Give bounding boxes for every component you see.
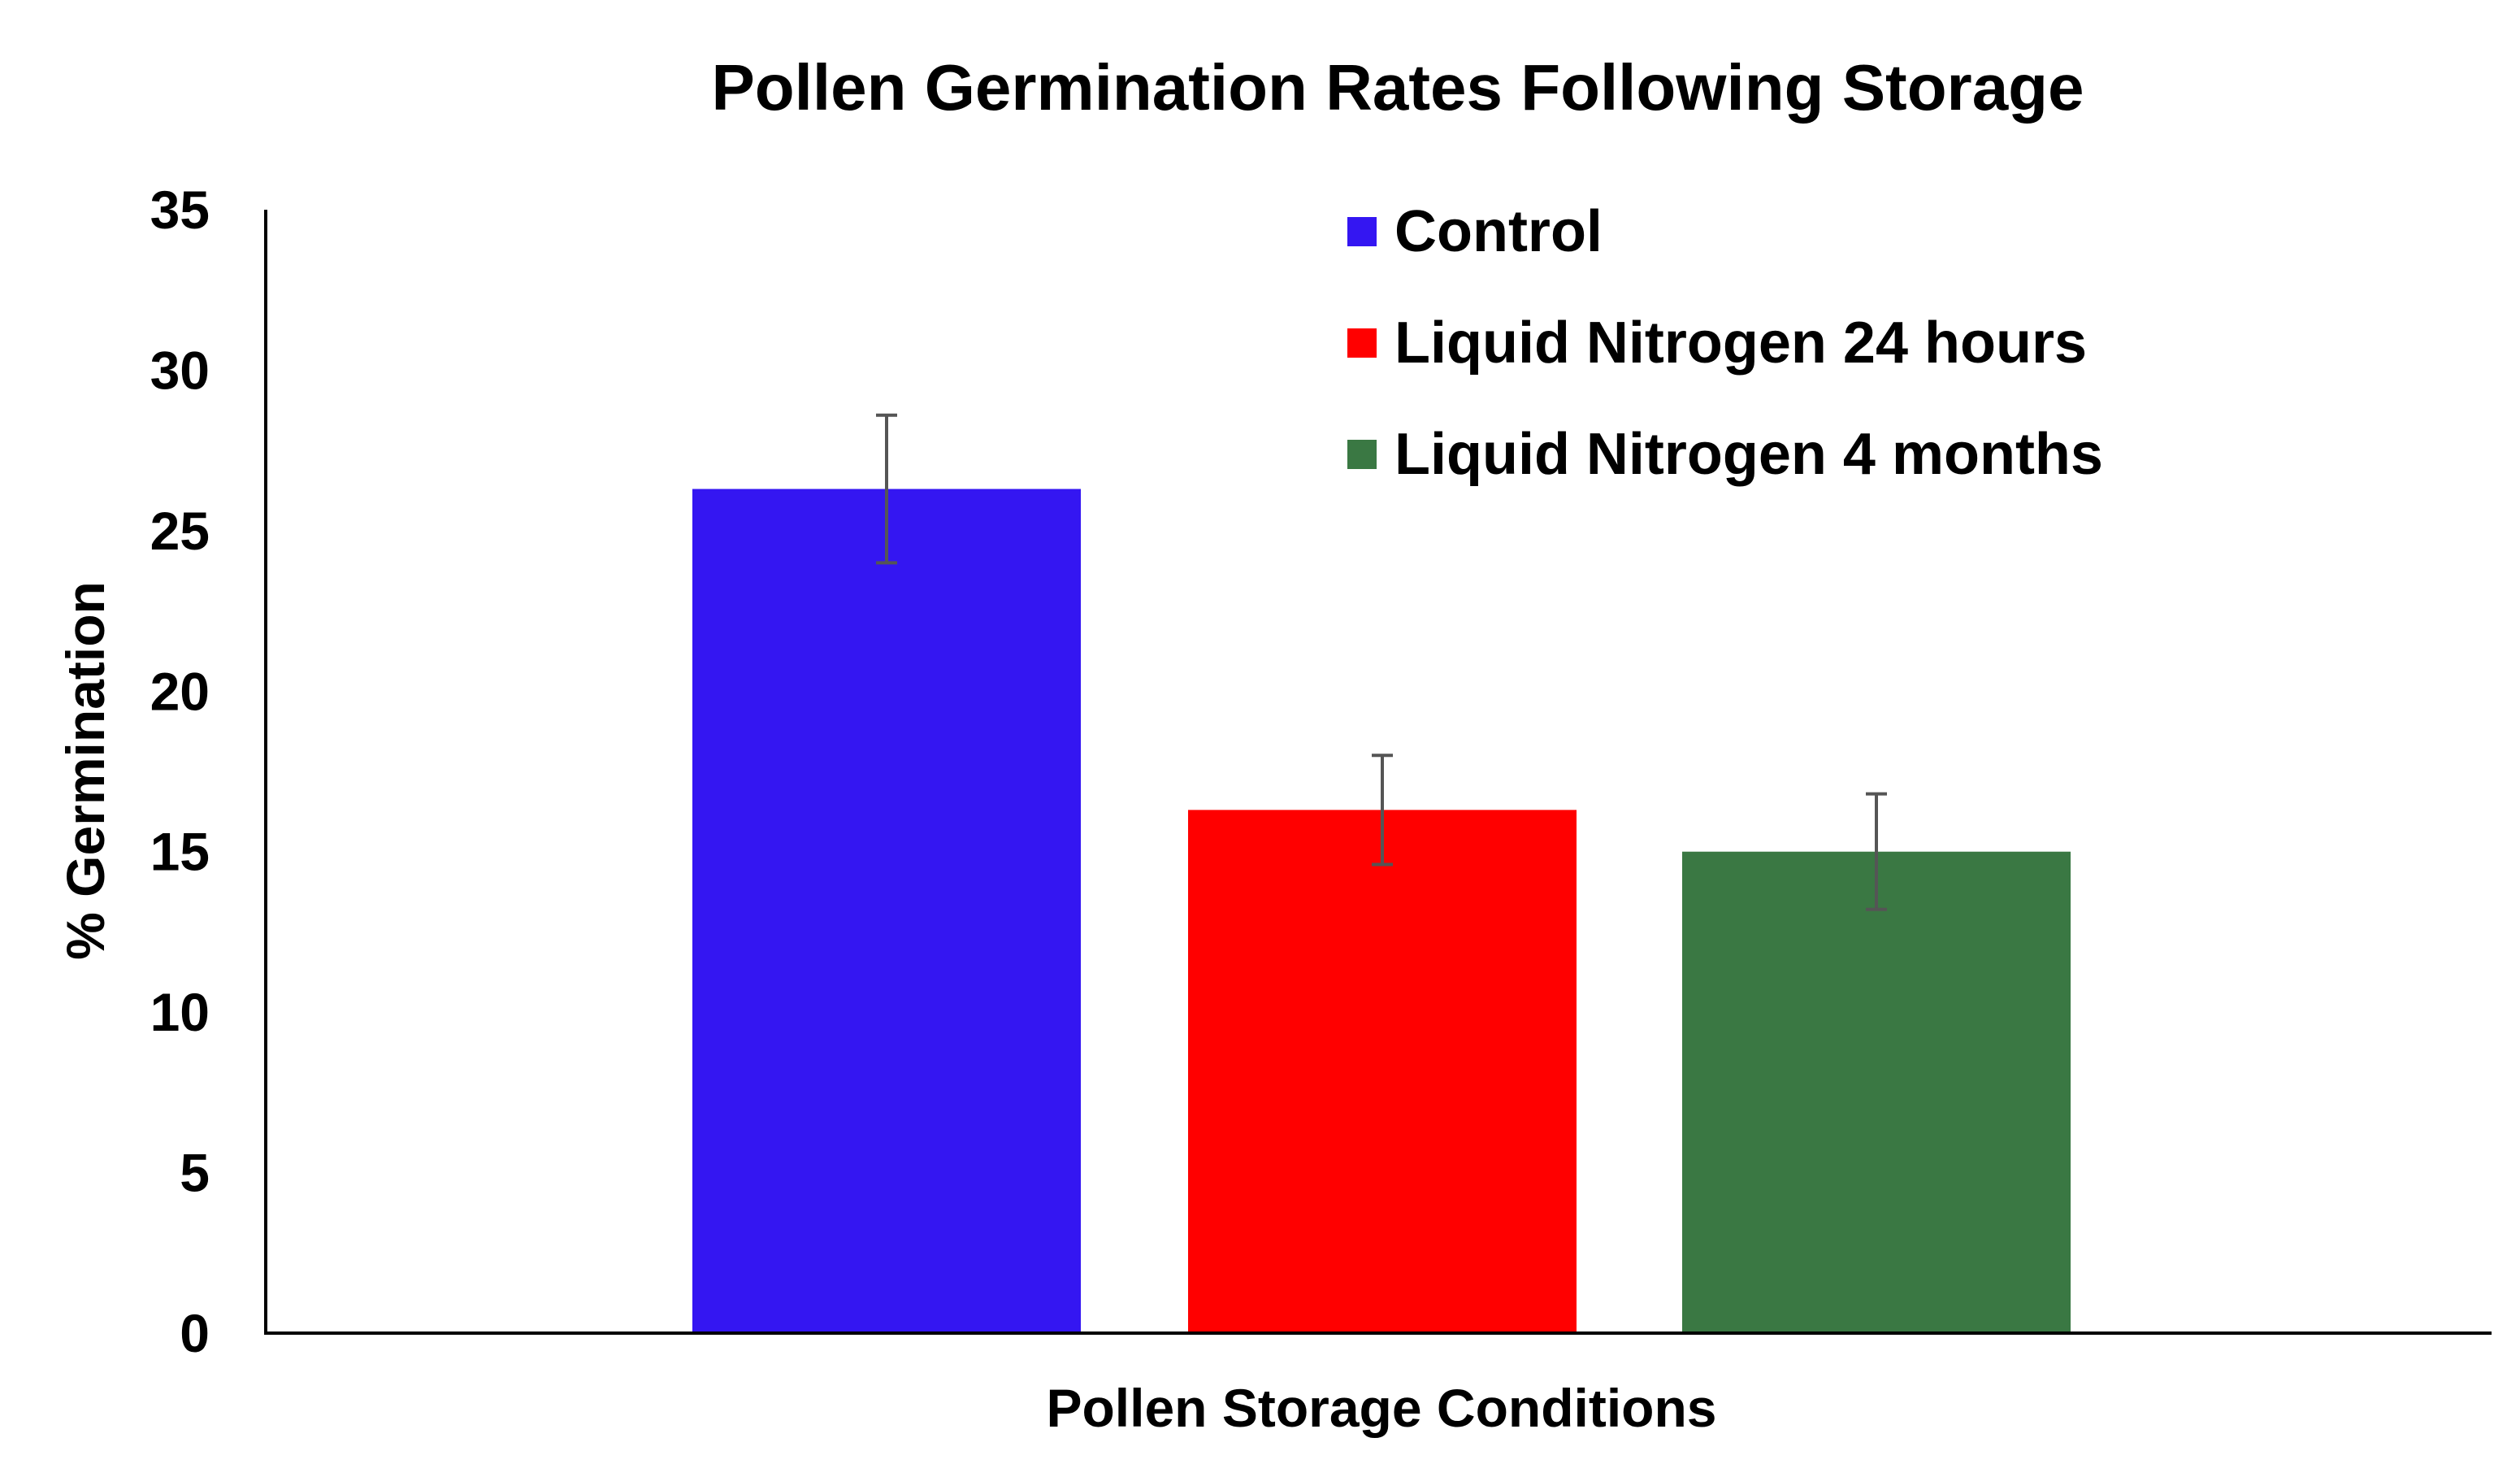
y-tick-label: 25	[150, 501, 210, 561]
legend-swatch	[1347, 217, 1377, 246]
legend-swatch	[1347, 440, 1377, 469]
y-tick-label: 0	[180, 1303, 210, 1363]
y-tick-label: 10	[150, 982, 210, 1042]
error-bar	[1866, 792, 1887, 911]
legend-label: Liquid Nitrogen 4 months	[1394, 422, 2103, 487]
y-tick-label: 35	[150, 180, 210, 240]
y-tick-label: 20	[150, 661, 210, 721]
legend-label: Liquid Nitrogen 24 hours	[1394, 311, 2087, 376]
error-bars	[876, 413, 1887, 911]
bars	[692, 489, 2071, 1334]
y-tick-label: 15	[150, 822, 210, 882]
y-axis-ticks: 0 5 10 15 20 25 30 35	[150, 180, 210, 1363]
bar	[1682, 851, 2071, 1333]
legend-label: Control	[1394, 199, 1603, 264]
y-tick-label: 30	[150, 340, 210, 400]
y-axis-label: % Germination	[55, 581, 115, 960]
chart-title: Pollen Germination Rates Following Stora…	[711, 51, 2084, 124]
legend: Control Liquid Nitrogen 24 hours Liquid Ni…	[1347, 199, 2103, 487]
bar	[1188, 810, 1577, 1333]
x-axis-label: Pollen Storage Conditions	[1046, 1378, 1716, 1438]
legend-swatch	[1347, 328, 1377, 358]
error-bar	[1372, 754, 1393, 867]
bar	[692, 489, 1081, 1334]
y-tick-label: 5	[180, 1143, 210, 1203]
error-bar	[876, 413, 897, 565]
